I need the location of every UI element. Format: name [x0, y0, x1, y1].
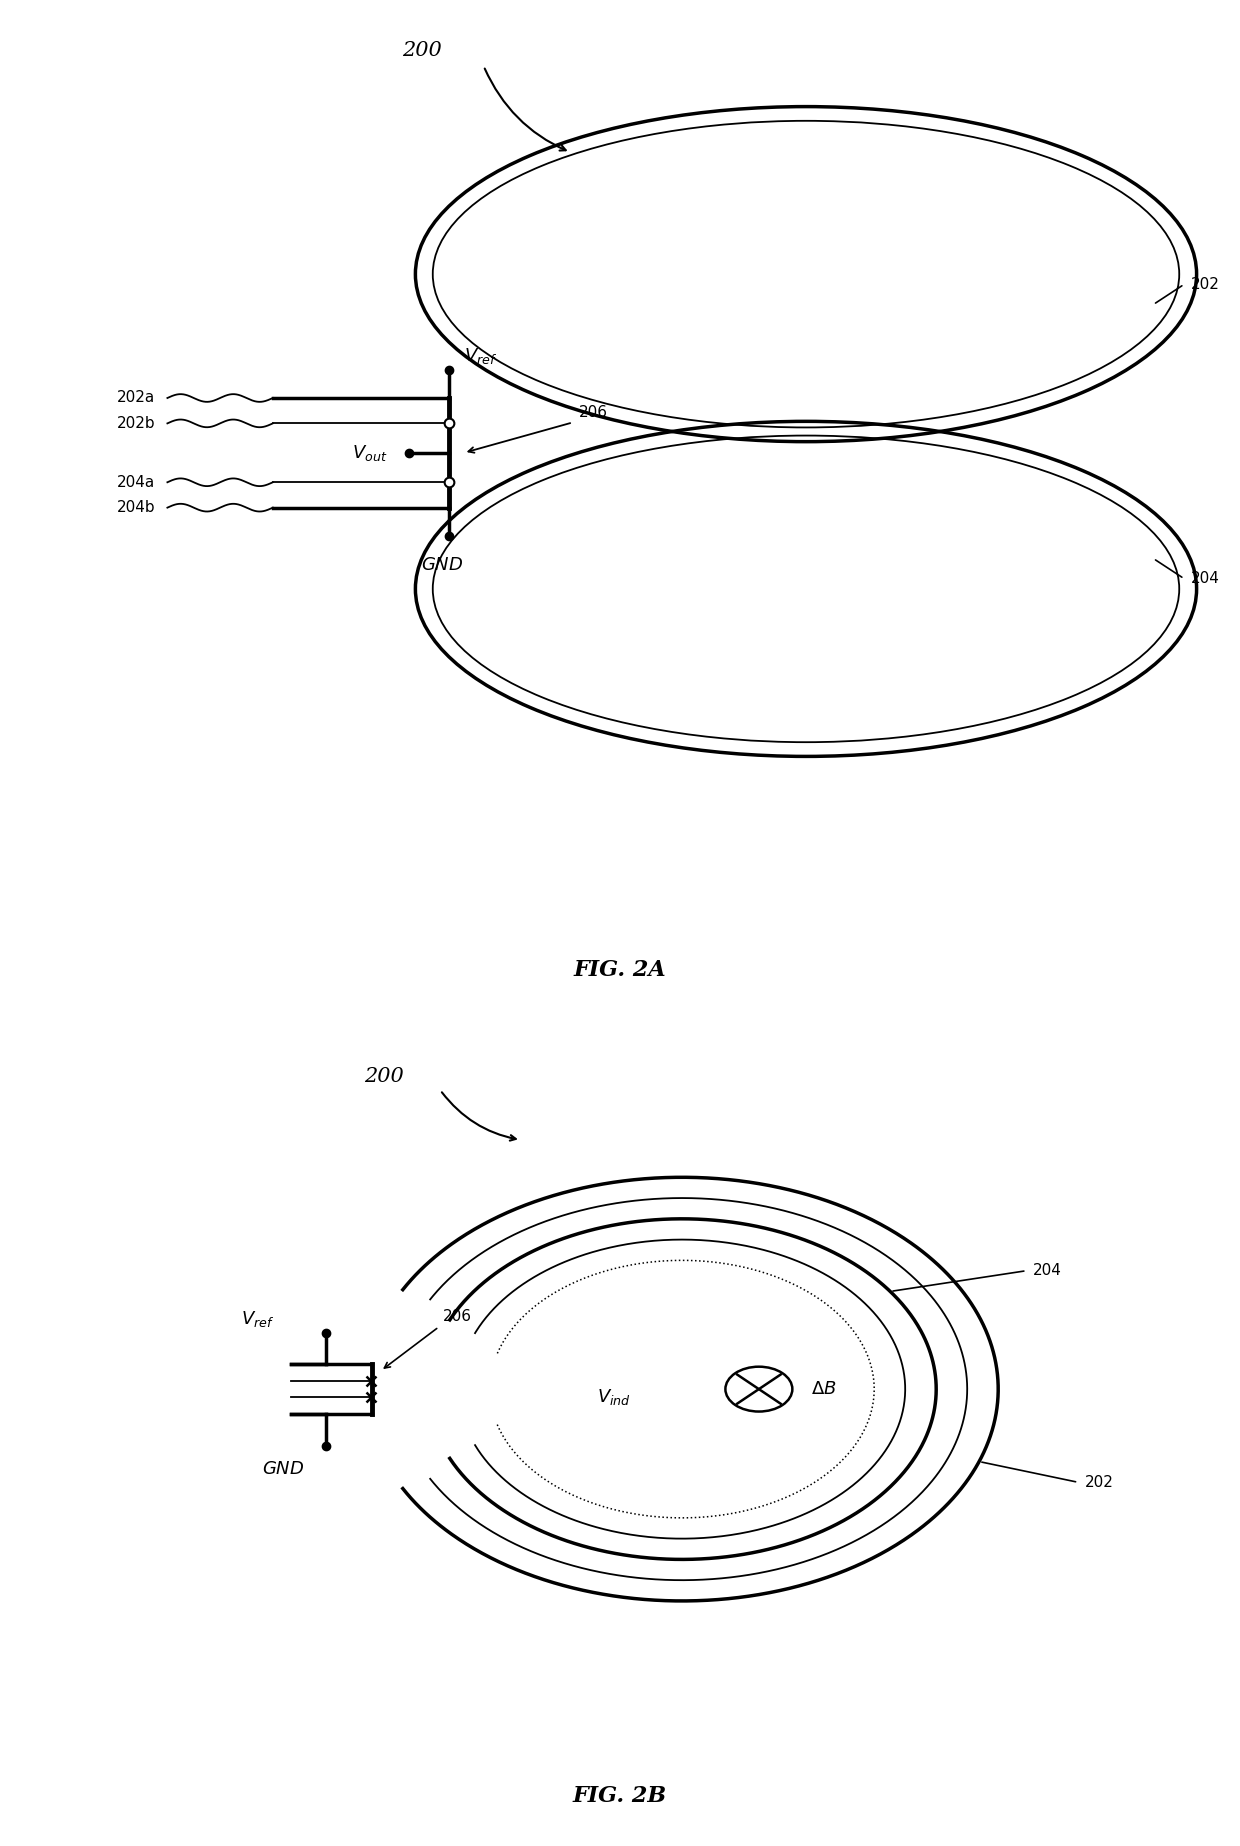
- Text: 204a: 204a: [117, 474, 155, 489]
- Text: $GND$: $GND$: [262, 1460, 304, 1479]
- Text: 200: 200: [402, 41, 441, 59]
- Text: 202b: 202b: [117, 415, 155, 430]
- Text: 204b: 204b: [117, 500, 155, 515]
- Text: 206: 206: [579, 406, 608, 421]
- Text: FIG. 2B: FIG. 2B: [573, 1785, 667, 1807]
- Text: $V_{ind}$: $V_{ind}$: [596, 1388, 631, 1407]
- Text: $GND$: $GND$: [422, 556, 464, 574]
- Text: 206: 206: [443, 1309, 471, 1324]
- Text: 202: 202: [1085, 1475, 1114, 1490]
- Text: $V_{out}$: $V_{out}$: [351, 443, 387, 463]
- Text: 202a: 202a: [117, 391, 155, 406]
- Text: 204: 204: [1190, 570, 1219, 587]
- Text: $\Delta B$: $\Delta B$: [811, 1381, 837, 1397]
- Text: $V_{ref}$: $V_{ref}$: [242, 1309, 274, 1329]
- Text: 204: 204: [1033, 1263, 1061, 1277]
- Text: 202: 202: [1190, 277, 1219, 292]
- Text: 200: 200: [365, 1067, 404, 1085]
- Text: FIG. 2A: FIG. 2A: [574, 958, 666, 980]
- Text: $V_{ref}$: $V_{ref}$: [464, 345, 497, 366]
